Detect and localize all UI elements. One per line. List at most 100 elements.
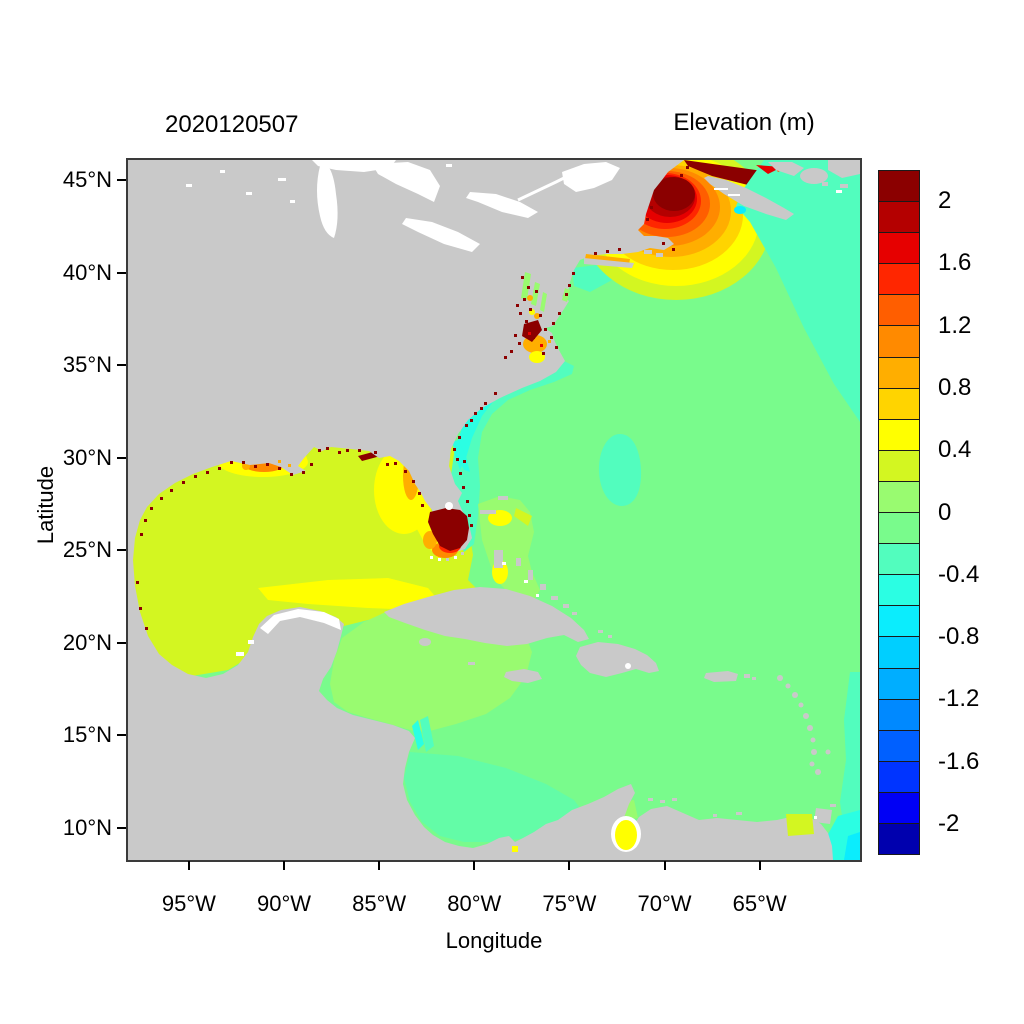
x-tick-label: 95°W xyxy=(161,891,216,916)
x-tick-mark xyxy=(663,861,666,870)
colorbar xyxy=(878,170,920,855)
colorbar-cell xyxy=(879,450,919,482)
jamaica xyxy=(504,669,542,683)
y-tick-label: 15°N xyxy=(62,722,112,748)
colorbar-tick-label: 0.8 xyxy=(938,373,972,401)
colorbar-cell xyxy=(879,388,919,420)
colorbar-cell xyxy=(879,202,919,234)
x-tick-mark xyxy=(473,861,476,870)
x-tick-label: 85°W xyxy=(352,891,407,916)
lake-ontario xyxy=(466,192,538,218)
panama-yellow-speck xyxy=(512,846,518,852)
y-tick-label: 25°N xyxy=(62,537,112,563)
y-axis-title: Latitude xyxy=(33,465,58,545)
south-florida-darkred xyxy=(428,508,469,551)
lake-huron xyxy=(372,162,440,202)
colorbar-cell xyxy=(879,544,919,576)
colorbar-tick-label: 0.4 xyxy=(938,436,972,464)
gulf-of-paria-fill xyxy=(786,814,814,836)
sable-island xyxy=(836,190,842,193)
y-tick-label: 45°N xyxy=(62,166,112,192)
lakes-and-nodata-layer xyxy=(186,160,842,669)
pamlico-yellow xyxy=(529,351,545,363)
florida-keys xyxy=(430,552,464,561)
colorbar-cell xyxy=(879,171,919,203)
tobago xyxy=(830,804,836,807)
y-tick-label: 20°N xyxy=(62,629,112,655)
colorbar-cell xyxy=(879,668,919,700)
albemarle-darkred xyxy=(522,320,542,342)
colorbar-tick-label: 1.2 xyxy=(938,311,972,339)
colorbar-cell xyxy=(879,481,919,514)
colorbar-cell xyxy=(879,575,919,607)
colorbar-cell xyxy=(879,637,919,669)
colorbar-cell xyxy=(879,823,919,855)
x-tick-mark xyxy=(283,861,285,870)
colorbar-cell xyxy=(879,792,919,824)
right-edge-teal-strip xyxy=(840,672,860,816)
land-north-central-south-america xyxy=(128,160,833,860)
lake-okeechobee xyxy=(445,502,453,510)
scotian-shelf-teal xyxy=(736,160,860,422)
yucatan-white-rim xyxy=(260,609,341,634)
coastal-red-speckles xyxy=(528,332,543,347)
hispaniola xyxy=(576,642,659,677)
sw-caribbean-seafoam xyxy=(404,752,586,842)
bay-of-fundy-darkred xyxy=(684,160,770,186)
x-tick-mark xyxy=(187,861,190,870)
y-tick-mark xyxy=(117,364,126,367)
colorbar-tick-label: -1.2 xyxy=(938,685,980,713)
colorbar-cell xyxy=(879,357,919,389)
y-tick-mark xyxy=(117,271,126,274)
se-corner-cyan xyxy=(844,832,860,860)
y-tick-mark xyxy=(117,456,126,459)
y-tick-mark xyxy=(117,549,126,552)
lake-maracaibo-yellow xyxy=(615,820,637,850)
colorbar-cell xyxy=(879,295,919,327)
y-tick-label: 35°N xyxy=(62,352,112,378)
x-axis-title: Longitude xyxy=(445,928,543,953)
colorbar-title: Elevation (m) xyxy=(673,109,815,136)
x-tick-label: 70°W xyxy=(637,891,692,916)
y-tick-label: 30°N xyxy=(62,444,112,470)
y-tick-label: 10°N xyxy=(62,814,112,840)
gulf-of-st-lawrence xyxy=(562,162,620,192)
land-layer xyxy=(128,160,860,860)
colorbar-tick-label: 2 xyxy=(938,187,952,215)
colorbar-tick-label: 1.6 xyxy=(938,249,972,277)
colorbar-cell xyxy=(879,699,919,731)
campeche-yellow-band xyxy=(258,578,440,610)
y-tick-mark xyxy=(117,178,126,181)
colorbar-tick-label: -1.6 xyxy=(938,747,980,775)
y-tick-label: 40°N xyxy=(62,259,112,285)
coastal-feature-layer xyxy=(136,166,836,852)
bermuda-teal-oval xyxy=(598,434,642,506)
x-tick-mark xyxy=(568,861,571,870)
puerto-rico xyxy=(704,671,738,682)
run-date-title: 2020120507 xyxy=(165,111,299,138)
colorbar-tick-label: -0.4 xyxy=(938,560,980,588)
x-tick-mark xyxy=(758,861,761,870)
colorbar-cell xyxy=(879,606,919,638)
y-tick-mark xyxy=(117,826,126,829)
colorbar-cell xyxy=(879,264,919,296)
colorbar-tick-label: -0.8 xyxy=(938,623,980,651)
trinidad xyxy=(814,808,832,824)
x-tick-label: 80°W xyxy=(447,891,502,916)
chesapeake-bay-fill xyxy=(521,272,570,319)
nova-scotia xyxy=(704,176,794,220)
cuba xyxy=(384,587,589,646)
lesser-antilles xyxy=(777,675,831,775)
lake-michigan xyxy=(317,166,338,238)
y-tick-mark xyxy=(117,734,126,737)
hatteras-offshore-teal xyxy=(572,264,612,292)
colorbar-tick-label: 0 xyxy=(938,498,952,526)
y-tick-mark xyxy=(117,641,126,644)
nova-scotia-cyan-sliver xyxy=(734,206,746,214)
colorbar-cell xyxy=(879,326,919,358)
daytona-cyan-sliver xyxy=(452,440,470,472)
x-tick-mark xyxy=(378,861,381,870)
map-plot xyxy=(128,160,860,860)
colorbar-cell xyxy=(879,419,919,451)
